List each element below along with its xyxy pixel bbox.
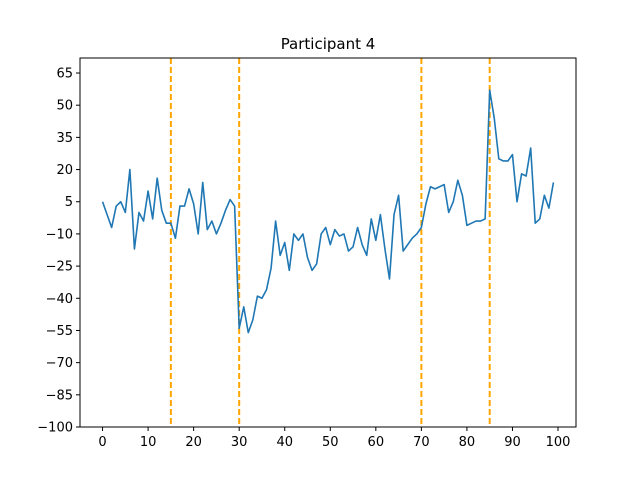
y-tick-label: 20 [56,163,73,178]
x-tick-label: 90 [504,435,521,450]
y-tick-label: 5 [65,195,73,210]
x-tick-label: 80 [459,435,476,450]
y-tick-label: −25 [46,260,73,275]
y-axis: −100 −85 −70 −55 −40 −25 −10 5 20 35 50 65 [37,67,80,436]
series-layer [101,89,555,334]
x-tick-label: 10 [140,435,157,450]
y-tick-label: −40 [46,292,73,307]
y-tick-label: 50 [56,99,73,114]
x-tick-label: 100 [546,435,571,450]
y-tick-label: 65 [56,67,73,82]
x-tick-label: 60 [368,435,385,450]
x-tick-label: 20 [185,435,202,450]
x-tick-label: 70 [413,435,430,450]
x-tick-label: 40 [276,435,293,450]
y-tick-label: −70 [46,356,73,371]
vertical-markers [169,58,491,427]
x-tick-label: 0 [98,435,106,450]
x-tick-label: 30 [231,435,248,450]
y-tick-label: 35 [56,131,73,146]
x-tick-label: 50 [322,435,339,450]
plot-area-frame [79,57,577,428]
y-tick-label: −55 [46,324,73,339]
y-tick-label: −10 [46,227,73,242]
chart-title: Participant 4 [281,35,376,53]
x-axis: 0 10 20 30 40 50 60 70 80 90 100 [98,427,570,450]
y-tick-label: −85 [46,388,73,403]
y-tick-label: −100 [37,421,73,436]
series-line [101,89,555,334]
